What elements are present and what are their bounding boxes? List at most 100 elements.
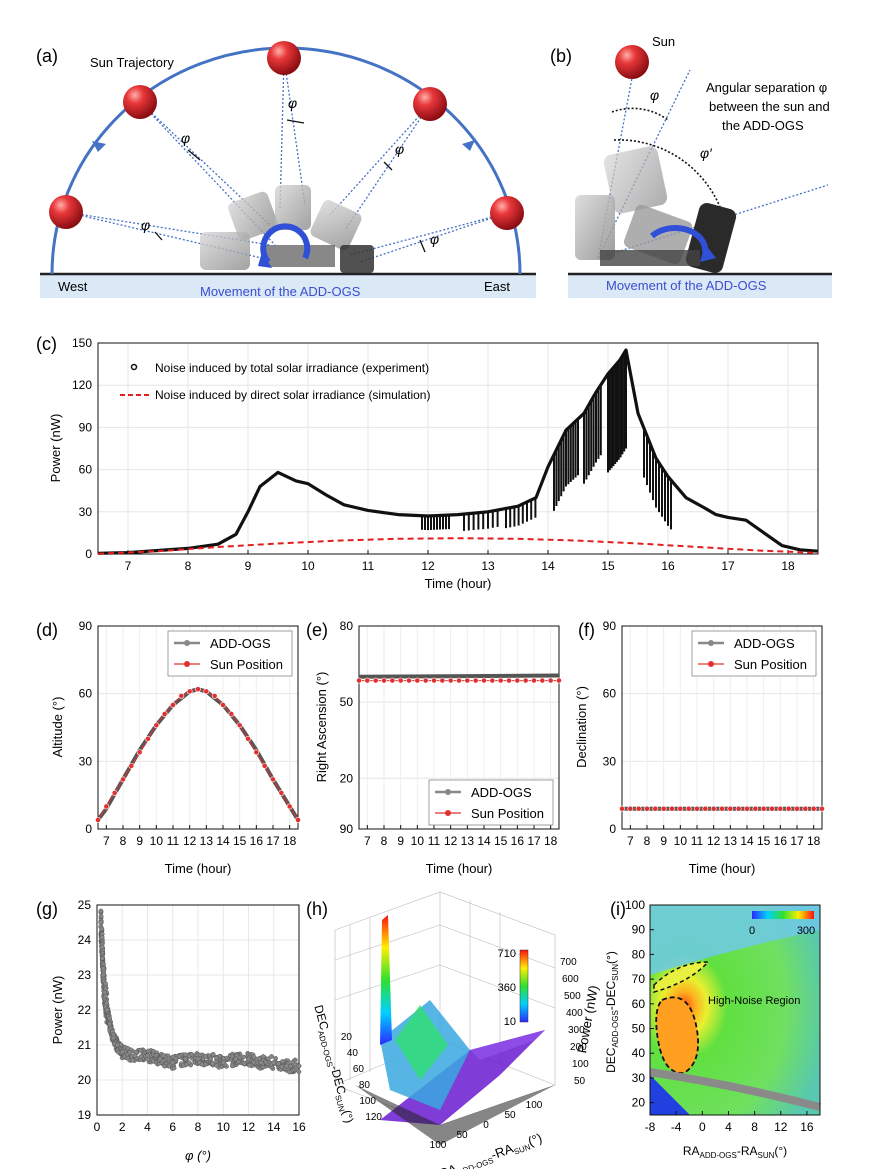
panel-d-xticks: 7 8 9 10 11 12 13 14 15 16 17 18: [103, 834, 297, 848]
h-ra-tick: 100: [526, 1100, 543, 1111]
i-ytick: 50: [632, 1022, 646, 1036]
g-xtick: 2: [119, 1120, 126, 1134]
f-sun-point: [685, 805, 692, 812]
d-xtick: 18: [283, 834, 297, 848]
phi-arc-b: [611, 107, 669, 121]
panel-c-label: (c): [36, 334, 57, 354]
panel-i-xlabel: RAADD-OGS-RASUN(°): [683, 1144, 787, 1160]
g-xtick: 6: [169, 1120, 176, 1134]
panel-e-legend-b: Sun Position: [471, 806, 544, 821]
panel-f-ylabel: Declination (°): [574, 686, 589, 768]
g-point: [246, 1056, 251, 1062]
e-sun-point: [539, 677, 546, 684]
panel-e-label: (e): [306, 620, 328, 640]
h-ra-tick: 50: [456, 1130, 468, 1141]
h-dec-tick: 20: [341, 1032, 353, 1043]
panel-g-ylabel: Power (nW): [50, 976, 65, 1045]
g-point: [195, 1056, 201, 1062]
e-sun-point: [522, 677, 529, 684]
f-ytick: 30: [603, 754, 617, 768]
panel-c-xlabel: Time (hour): [425, 576, 492, 591]
d-sun-point: [211, 693, 218, 699]
sun-label-b: Sun: [652, 34, 675, 49]
i-ytick: 70: [632, 972, 646, 986]
d-sun-point: [220, 702, 226, 708]
d-sun-point: [286, 803, 293, 810]
g-point: [104, 1000, 109, 1006]
d-xtick: 9: [136, 834, 143, 848]
panel-e-yticks: 90 20 50 80: [340, 619, 354, 836]
f-sun-point: [710, 805, 717, 812]
panel-c-xticks: 7 8 9 10 11 12 13 14 15 16 17 18: [125, 559, 795, 573]
separation-text-3: the ADD-OGS: [722, 118, 804, 133]
panel-f-legend: ADD-OGS Sun Position: [691, 630, 817, 677]
e-sun-point: [389, 677, 396, 684]
g-point: [210, 1051, 216, 1057]
d-sun-point: [136, 749, 143, 756]
e-xtick: 8: [381, 834, 388, 848]
g-xtick: 16: [292, 1120, 306, 1134]
e-xtick: 16: [511, 834, 525, 848]
e-sun-point: [514, 677, 521, 684]
g-point: [177, 1054, 182, 1059]
e-xtick: 18: [544, 834, 558, 848]
panel-d: (d) 0 30 60 90 7 8 9 10 11 12 13 14 15 16 17 18 Altitu…: [36, 619, 301, 876]
g-point: [229, 1053, 235, 1059]
g-ytick: 23: [78, 968, 92, 982]
g-point: [229, 1063, 235, 1069]
h-dec-tick: 100: [359, 1096, 376, 1107]
e-sun-point: [447, 677, 454, 684]
g-point: [127, 1049, 132, 1055]
e-xtick: 10: [411, 834, 425, 848]
panel-f-legend-b: Sun Position: [734, 657, 807, 672]
f-sun-point: [744, 805, 750, 812]
g-xtick: 4: [144, 1120, 151, 1134]
panel-d-frame: [97, 625, 299, 830]
e-xtick: 12: [444, 834, 458, 848]
g-point: [99, 944, 105, 950]
g-point: [110, 1035, 116, 1041]
c-xtick: 7: [125, 559, 132, 573]
c-xtick: 11: [362, 559, 375, 573]
svg-text:φ: φ: [141, 217, 150, 233]
h-dec-tick: 40: [347, 1048, 359, 1059]
e-ytick: 80: [340, 619, 354, 633]
g-point: [224, 1055, 230, 1061]
svg-text:φ: φ: [430, 231, 439, 247]
d-xtick: 17: [266, 834, 280, 848]
movement-label-a: Movement of the ADD-OGS: [200, 284, 361, 299]
e-sun-point: [547, 677, 554, 684]
rotation-arrow-head-icon: [258, 252, 272, 268]
heatmap-cool-top: [650, 905, 820, 975]
trajectory-arrow-east-icon: [462, 140, 475, 151]
e-sun-point: [556, 677, 562, 684]
f-sun-point: [819, 805, 825, 812]
trajectory-arrow-west-icon: [92, 141, 106, 152]
colorbar-i-min: 0: [749, 925, 755, 937]
addogs-ra-line: [358, 673, 560, 679]
c-xtick: 9: [245, 559, 252, 573]
i-xtick: 4: [725, 1120, 732, 1134]
panel-d-ylabel: Altitude (°): [50, 697, 65, 758]
high-noise-region-outline: [655, 996, 699, 1074]
panel-b: (b) Sun φ φ′ Angular separation φ betwee…: [550, 34, 832, 298]
f-sun-point: [785, 805, 792, 812]
g-point: [151, 1048, 156, 1054]
g-point: [233, 1056, 239, 1062]
i-xtick: -8: [645, 1120, 656, 1134]
g-point: [171, 1065, 177, 1071]
g-point: [99, 934, 105, 940]
f-sun-point: [752, 805, 759, 812]
panel-f-xlabel: Time (hour): [689, 861, 756, 876]
c-xtick: 16: [661, 559, 675, 573]
svg-text:φ: φ: [181, 130, 190, 146]
d-ytick: 0: [85, 822, 92, 836]
sun-ball-1: [49, 195, 83, 229]
g-point: [214, 1063, 220, 1068]
d-sun-point: [295, 817, 301, 823]
legend-experiment-marker: [130, 363, 138, 371]
e-sun-point: [497, 677, 504, 684]
g-point: [251, 1059, 257, 1065]
g-point: [98, 920, 104, 925]
